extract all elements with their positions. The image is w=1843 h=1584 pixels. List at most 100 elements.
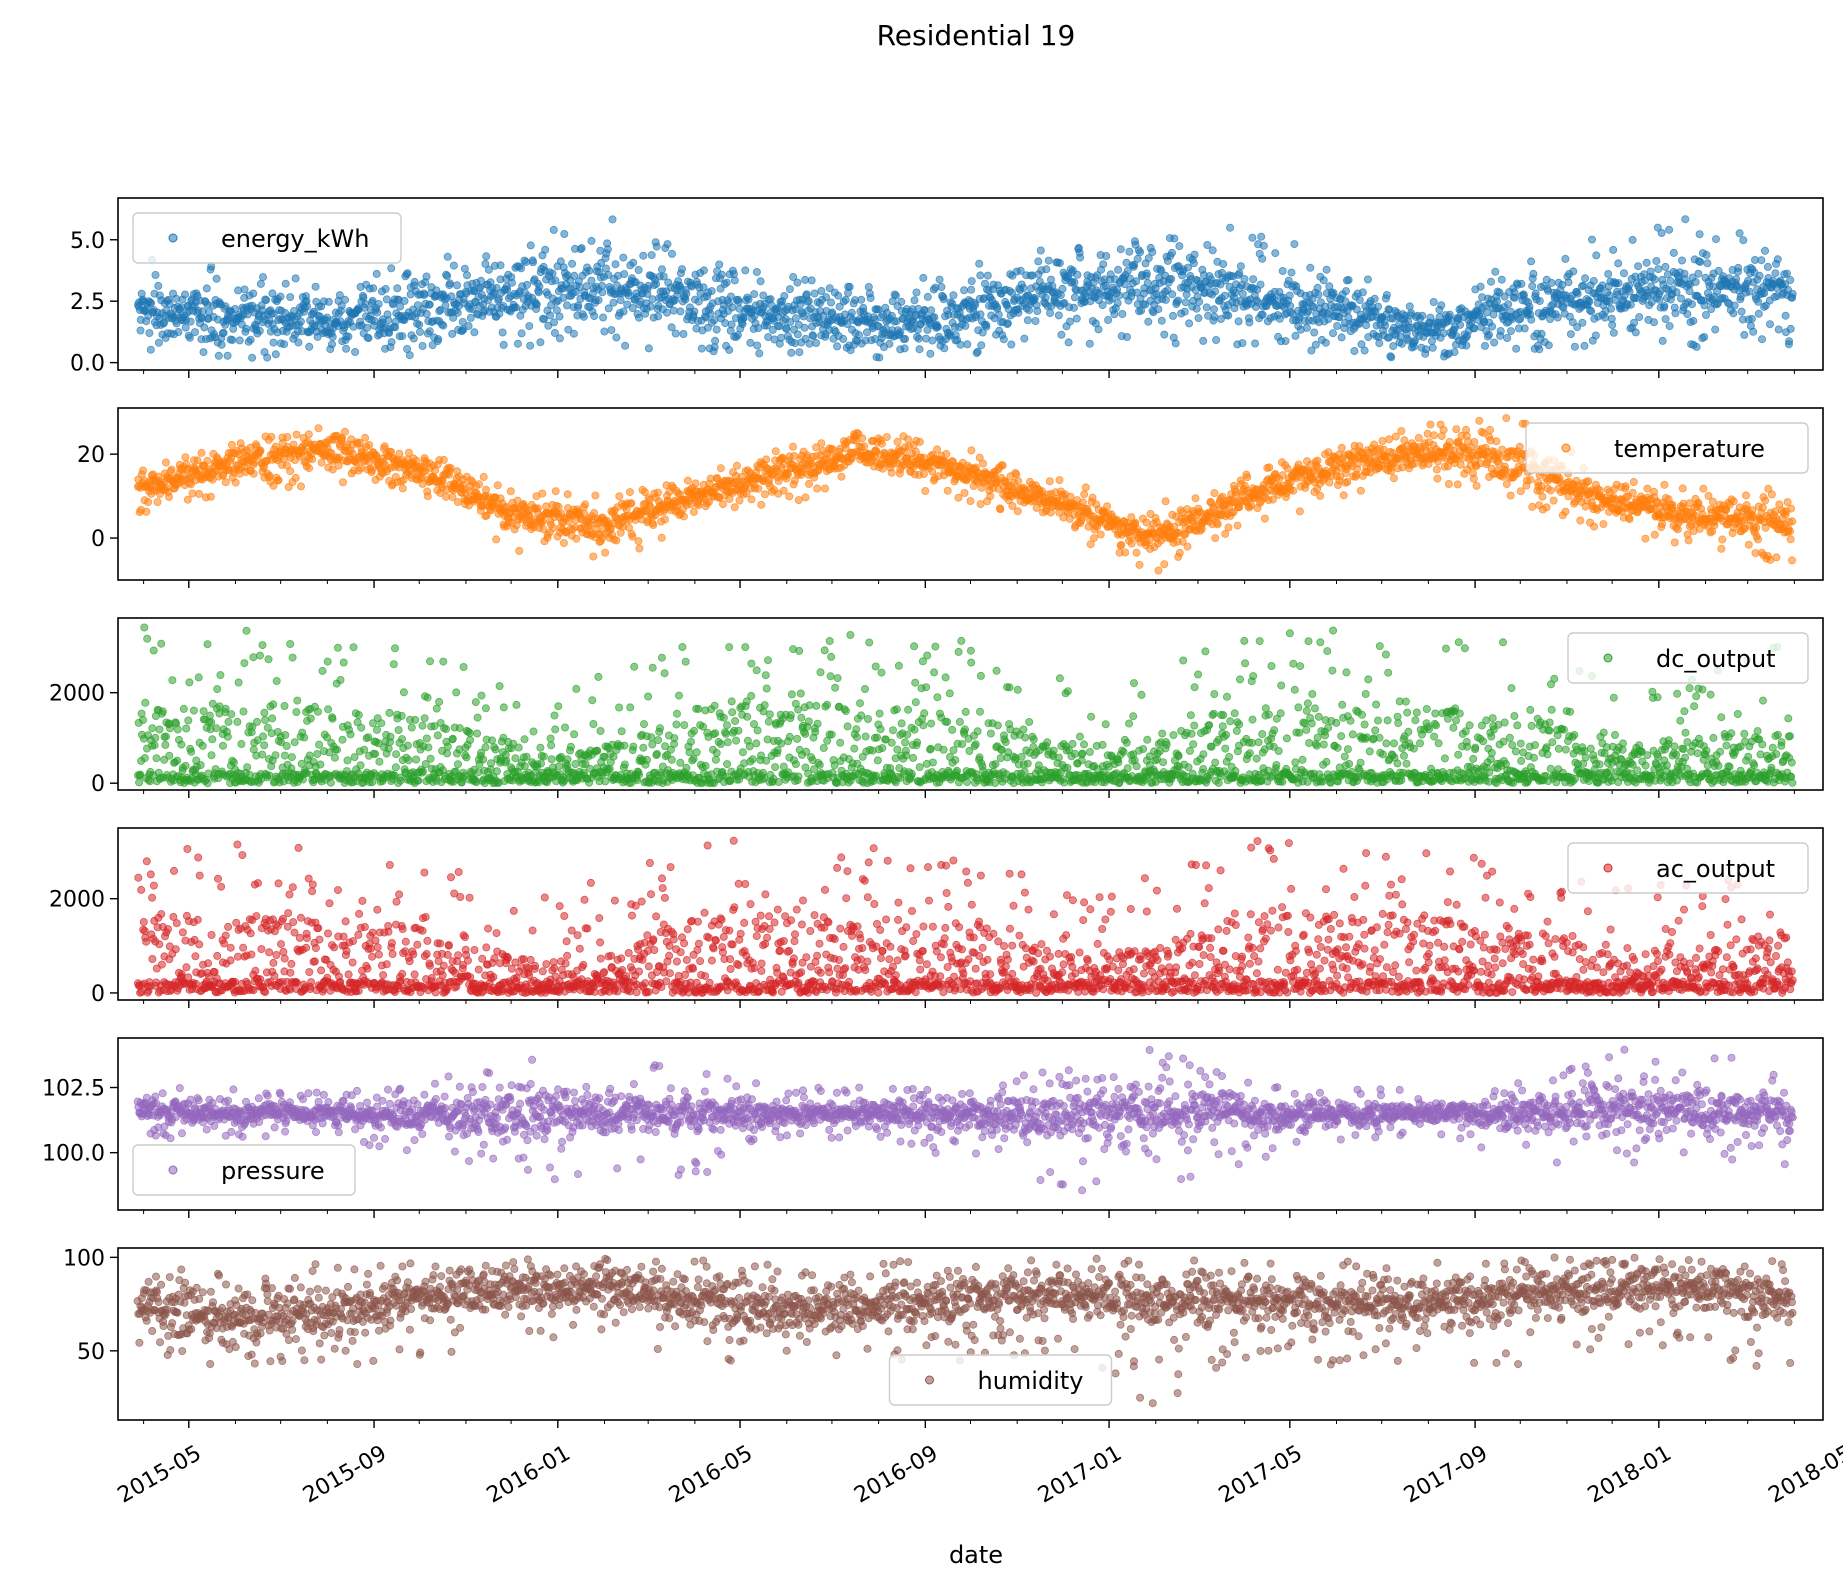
data-point [590,312,599,321]
data-point [721,319,730,328]
data-point [1590,522,1599,531]
data-point [1291,331,1300,340]
data-point [522,257,531,266]
data-point [1788,289,1797,298]
data-point [648,295,657,304]
data-point [1578,318,1587,327]
data-point [344,332,353,341]
data-point [1439,329,1448,338]
data-point [1302,323,1311,332]
data-point [202,284,211,293]
data-point [659,272,668,281]
data-point [1580,341,1589,350]
data-point [694,297,703,306]
data-point [1046,308,1055,317]
data-point [608,215,617,224]
data-point [937,282,946,291]
data-point [813,484,822,493]
data-point [475,480,484,489]
data-point [1426,313,1435,322]
data-point [334,461,343,470]
data-point [1714,266,1723,275]
data-point [1058,284,1067,293]
data-point [587,276,596,285]
data-point [782,324,791,333]
data-point [804,296,813,305]
data-point [382,295,391,304]
data-point [445,279,454,288]
data-point [1168,290,1177,299]
data-point [161,458,170,467]
data-point [144,497,153,506]
data-point [1761,246,1770,255]
data-point [256,279,265,288]
data-point [1135,560,1144,569]
data-point [403,269,412,278]
data-point [690,307,699,316]
data-point [512,303,521,312]
data-point [994,310,1003,319]
data-point [704,497,713,506]
data-point [857,295,866,304]
data-point [1669,248,1678,257]
data-point [304,430,313,439]
data-point [1219,259,1228,268]
data-point [1013,507,1022,516]
legend-marker [168,233,178,243]
data-point [1238,289,1247,298]
data-point [242,324,251,333]
data-point [810,289,819,298]
data-point [305,464,314,473]
legend-box [132,212,402,264]
data-point [621,341,630,350]
data-point [785,492,794,501]
data-point [1749,327,1758,336]
data-point [496,261,505,270]
data-point [949,291,958,300]
data-point [652,242,661,251]
data-point [404,448,413,457]
data-point [1316,491,1325,500]
data-point [372,269,381,278]
data-point [541,245,550,254]
data-point [250,458,259,467]
data-point [361,433,370,442]
data-point [479,472,488,481]
data-point [1130,260,1139,269]
data-point [550,328,559,337]
data-point [569,329,578,338]
data-point [415,320,424,329]
data-point [409,334,418,343]
data-point [1497,275,1506,284]
data-point [356,464,365,473]
data-point [1730,301,1739,310]
data-point [1208,246,1217,255]
data-point [1569,267,1578,276]
legend: energy_kWh [132,212,402,264]
data-point [1472,481,1481,490]
data-point [1493,297,1502,306]
data-point [712,325,721,334]
data-point [1132,277,1141,286]
data-point [1568,318,1577,327]
data-point [982,322,991,331]
data-point [470,328,479,337]
data-point [1145,536,1154,545]
data-point [1650,318,1659,327]
data-point [1378,436,1387,445]
data-point [1736,292,1745,301]
data-point [1678,256,1687,265]
data-point [1479,428,1488,437]
data-point [1625,287,1634,296]
data-point [271,350,280,359]
data-point [960,488,969,497]
data-point [757,500,766,509]
data-point [410,277,419,286]
data-point [901,334,910,343]
data-point [1739,236,1748,245]
data-point [1490,338,1499,347]
data-point [1592,251,1601,260]
data-point [1700,332,1709,341]
data-point [1356,486,1365,495]
data-point [481,485,490,494]
